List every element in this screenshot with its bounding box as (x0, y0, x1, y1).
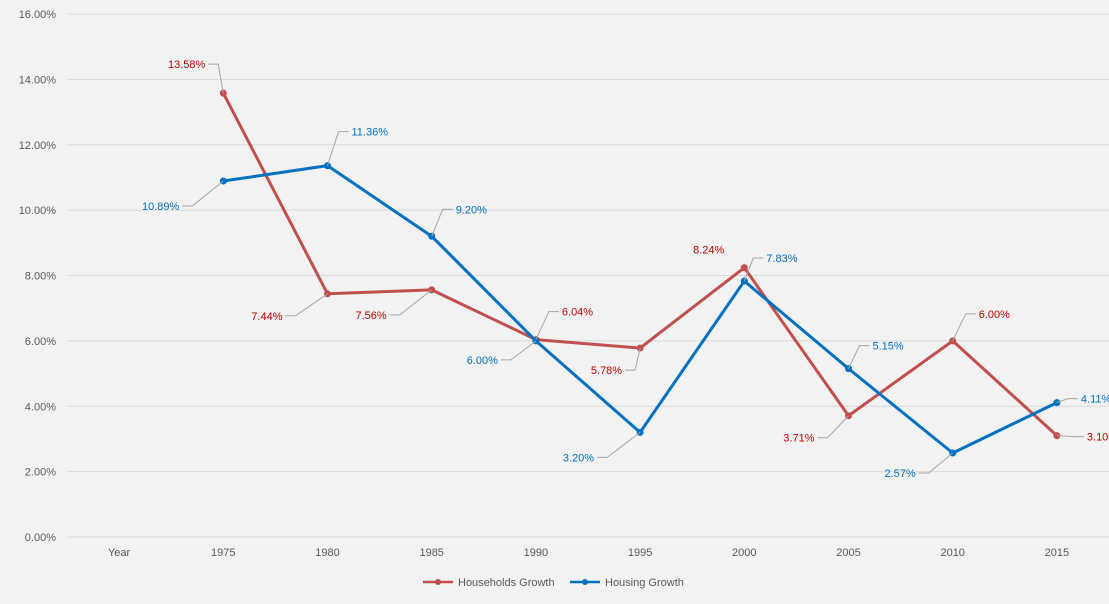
y-tick-label: 14.00% (19, 74, 57, 86)
x-tick-label: 1980 (315, 547, 339, 559)
leader-line (500, 340, 537, 361)
leader-line (389, 289, 433, 316)
data-label: 7.56% (355, 310, 386, 322)
leader-line (1056, 398, 1078, 404)
leader-line (817, 415, 849, 439)
data-label: 8.24% (693, 245, 724, 257)
data-labels: 13.58% 7.44% 7.56% 6.04% 5.78% 8.24% 3.71% 6.00… (142, 59, 1109, 480)
x-tick-label: 2015 (1045, 547, 1069, 559)
leader-line (431, 208, 453, 237)
y-tick-label: 8.00% (25, 271, 56, 283)
leader-line (327, 131, 349, 166)
y-tick-label: 12.00% (19, 140, 57, 152)
data-label: 3.10% (1087, 432, 1109, 444)
data-label: 7.83% (766, 253, 797, 265)
data-label: 7.44% (251, 311, 282, 323)
data-label: 6.00% (467, 355, 498, 367)
legend-housing-marker (582, 579, 588, 585)
x-tick-label: 1975 (211, 547, 235, 559)
data-label: 3.20% (563, 452, 594, 464)
legend: Households Growth Housing Growth (423, 577, 684, 589)
y-tick-label: 2.00% (25, 467, 56, 479)
y-tick-label: 4.00% (25, 401, 56, 413)
data-label: 9.20% (456, 204, 487, 216)
data-point (740, 264, 748, 272)
x-tick-label: 1985 (419, 547, 443, 559)
data-label: 10.89% (142, 201, 180, 213)
leader-line (1056, 435, 1084, 438)
x-tick-label: 1995 (628, 547, 652, 559)
legend-households-marker (435, 579, 441, 585)
x-axis-ticks: Year 1975 1980 1985 1990 1995 2000 2005 2010 2015 (108, 547, 1069, 559)
y-tick-label: 6.00% (25, 336, 56, 348)
leader-line (625, 347, 641, 371)
x-tick-label: Year (108, 547, 131, 559)
data-label: 6.04% (562, 307, 593, 319)
x-tick-label: 2010 (940, 547, 964, 559)
leader-line (952, 313, 976, 342)
x-tick-label: 2000 (732, 547, 756, 559)
legend-housing-label: Housing Growth (605, 577, 684, 589)
y-axis-ticks: 0.00% 2.00% 4.00% 6.00% 8.00% 10.00% 12.00% 14.… (19, 9, 57, 544)
leader-line (535, 311, 559, 340)
y-tick-label: 10.00% (19, 205, 57, 217)
data-label: 13.58% (168, 59, 206, 71)
data-label: 5.15% (873, 341, 904, 353)
data-label: 3.71% (783, 433, 814, 445)
gridlines (67, 13, 1109, 538)
data-label: 5.78% (591, 365, 622, 377)
series-line-housing (223, 164, 1058, 455)
y-tick-label: 16.00% (19, 9, 57, 21)
y-tick-label: 0.00% (25, 532, 56, 544)
data-label: 4.11% (1081, 394, 1109, 406)
data-label: 11.36% (352, 127, 389, 139)
legend-households-label: Households Growth (458, 577, 555, 589)
x-tick-label: 1990 (524, 547, 548, 559)
x-tick-label: 2005 (836, 547, 860, 559)
leader-line (743, 257, 764, 282)
leader-line (285, 293, 328, 317)
leader-line (848, 345, 870, 369)
data-label: 6.00% (979, 309, 1010, 321)
leader-line (918, 452, 954, 474)
leader-line (208, 63, 224, 94)
leader-line (182, 180, 224, 207)
leader-line (597, 432, 641, 458)
data-label: 2.57% (884, 468, 915, 480)
